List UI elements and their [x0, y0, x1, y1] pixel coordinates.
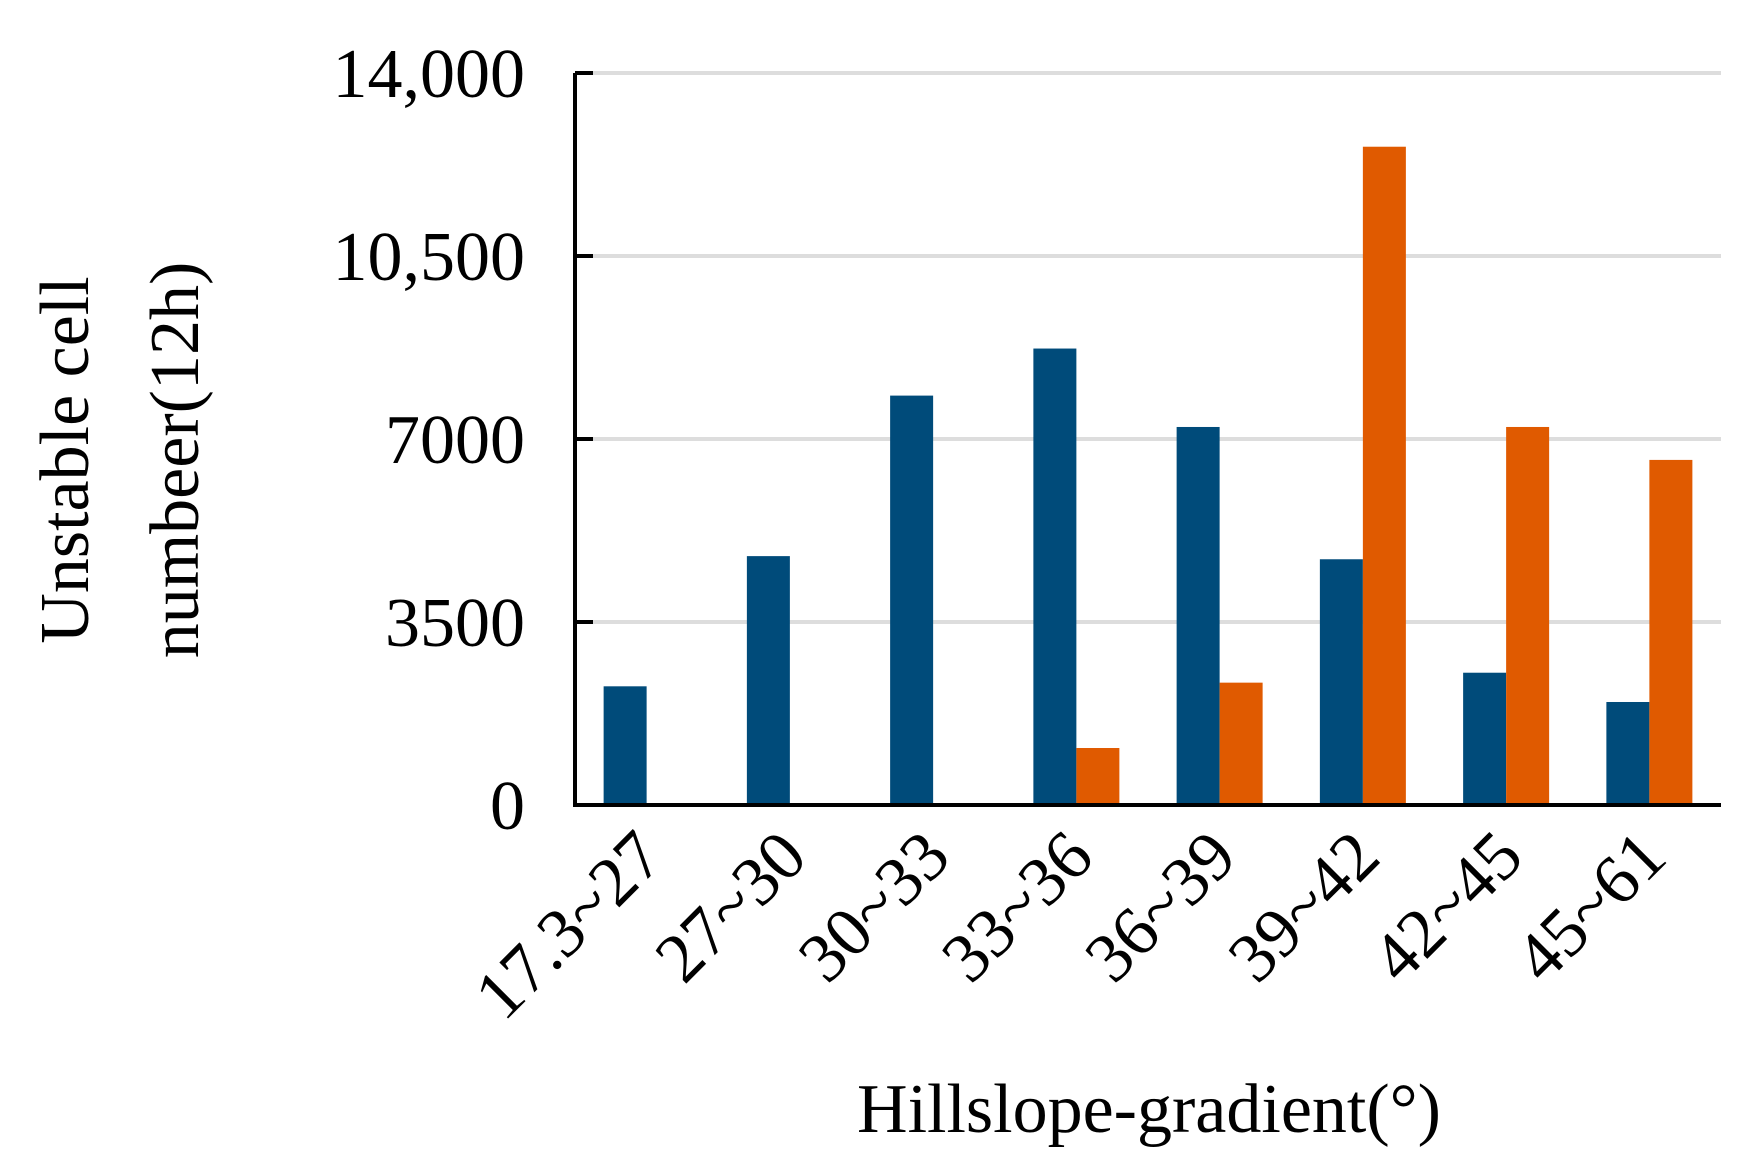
x-tick-label: 42~45 [1357, 817, 1537, 997]
bar [603, 686, 647, 805]
x-tick-label: 33~36 [927, 817, 1107, 997]
y-tick-label: 10,500 [333, 219, 526, 296]
x-tick-label: 17.3~27 [461, 817, 678, 1034]
y-tick-label: 0 [490, 768, 525, 845]
x-axis-label: Hillslope-gradient(°) [857, 1071, 1441, 1148]
bar [890, 395, 934, 805]
y-axis-label: numbeer(12h) [137, 262, 214, 659]
y-tick-label: 14,000 [333, 36, 526, 113]
bar [1076, 748, 1120, 805]
y-tick-label: 7000 [385, 402, 525, 479]
x-tick-label: 30~33 [784, 817, 964, 997]
bar [1463, 672, 1507, 805]
bar [1506, 426, 1550, 805]
bar [1219, 682, 1263, 805]
y-axis-label: Unstable cell [27, 276, 104, 643]
x-tick-label: 45~61 [1500, 817, 1680, 997]
bar [1319, 559, 1363, 805]
x-tick-label: 39~42 [1214, 817, 1394, 997]
bar [746, 556, 790, 805]
bar [1033, 348, 1077, 805]
bar [1649, 459, 1693, 805]
y-tick-label: 3500 [385, 585, 525, 662]
x-tick-label: 36~39 [1071, 817, 1251, 997]
bar [1176, 426, 1220, 805]
bar [1362, 146, 1406, 806]
bar [1606, 701, 1650, 805]
x-tick-label: 27~30 [641, 817, 821, 997]
